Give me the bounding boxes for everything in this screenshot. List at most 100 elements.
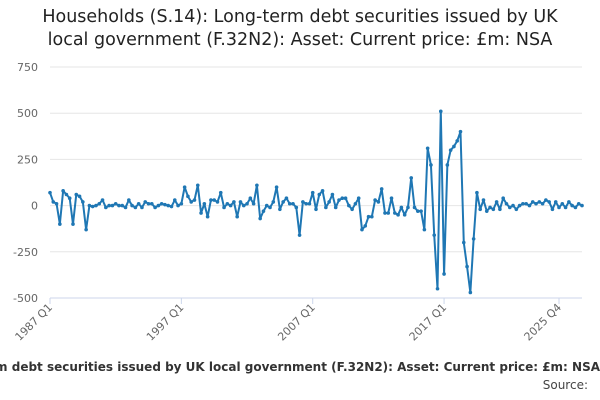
data-point[interactable] bbox=[553, 200, 558, 204]
data-point[interactable] bbox=[156, 203, 161, 208]
data-point[interactable] bbox=[192, 198, 197, 202]
data-point[interactable] bbox=[544, 198, 548, 202]
data-point[interactable] bbox=[573, 205, 578, 210]
data-point[interactable] bbox=[320, 189, 325, 193]
data-point[interactable] bbox=[402, 213, 407, 217]
data-point[interactable] bbox=[429, 163, 433, 167]
data-point[interactable] bbox=[376, 200, 381, 204]
data-point[interactable] bbox=[406, 205, 410, 210]
data-point[interactable] bbox=[113, 201, 118, 206]
data-point[interactable] bbox=[248, 196, 253, 201]
data-point[interactable] bbox=[261, 209, 266, 213]
data-point[interactable] bbox=[317, 192, 322, 197]
data-point[interactable] bbox=[215, 200, 220, 204]
data-point[interactable] bbox=[176, 203, 180, 208]
data-point[interactable] bbox=[324, 205, 328, 210]
data-point[interactable] bbox=[442, 272, 446, 276]
data-point[interactable] bbox=[416, 209, 420, 213]
data-point[interactable] bbox=[379, 187, 384, 191]
data-point[interactable] bbox=[304, 201, 308, 206]
data-point[interactable] bbox=[432, 233, 437, 237]
data-point[interactable] bbox=[264, 203, 269, 208]
data-point[interactable] bbox=[481, 198, 486, 202]
data-point[interactable] bbox=[179, 201, 184, 206]
data-point[interactable] bbox=[235, 214, 239, 219]
data-point[interactable] bbox=[333, 205, 338, 210]
data-point[interactable] bbox=[146, 201, 151, 206]
data-point[interactable] bbox=[422, 227, 427, 232]
data-point[interactable] bbox=[133, 205, 138, 210]
data-point[interactable] bbox=[163, 202, 167, 207]
data-point[interactable] bbox=[209, 198, 213, 202]
data-point[interactable] bbox=[484, 209, 489, 213]
data-point[interactable] bbox=[383, 211, 387, 215]
data-point[interactable] bbox=[419, 209, 423, 213]
data-point[interactable] bbox=[58, 222, 62, 226]
data-point[interactable] bbox=[557, 205, 561, 210]
data-point[interactable] bbox=[258, 216, 262, 221]
data-point[interactable] bbox=[294, 205, 299, 210]
data-point[interactable] bbox=[340, 196, 345, 201]
data-point[interactable] bbox=[232, 200, 236, 204]
data-point[interactable] bbox=[386, 211, 391, 215]
data-point[interactable] bbox=[478, 207, 482, 212]
data-point[interactable] bbox=[363, 224, 368, 228]
data-point[interactable] bbox=[563, 205, 568, 210]
data-point[interactable] bbox=[136, 201, 141, 206]
data-point[interactable] bbox=[521, 201, 525, 206]
data-point[interactable] bbox=[389, 196, 394, 201]
data-point[interactable] bbox=[425, 146, 430, 151]
data-point[interactable] bbox=[360, 227, 364, 232]
data-point[interactable] bbox=[540, 201, 545, 206]
data-point[interactable] bbox=[228, 203, 233, 208]
data-point[interactable] bbox=[455, 139, 460, 143]
data-point[interactable] bbox=[61, 189, 65, 193]
data-point[interactable] bbox=[438, 109, 443, 114]
data-point[interactable] bbox=[550, 207, 555, 212]
data-point[interactable] bbox=[199, 211, 203, 215]
data-point[interactable] bbox=[189, 200, 194, 204]
data-point[interactable] bbox=[465, 264, 469, 269]
data-point[interactable] bbox=[435, 286, 440, 291]
data-point[interactable] bbox=[507, 205, 512, 210]
data-point[interactable] bbox=[123, 205, 128, 210]
data-point[interactable] bbox=[67, 196, 72, 201]
data-point[interactable] bbox=[458, 129, 463, 134]
data-point[interactable] bbox=[534, 201, 538, 206]
data-point[interactable] bbox=[268, 205, 272, 210]
data-point[interactable] bbox=[504, 201, 509, 206]
data-point[interactable] bbox=[412, 205, 417, 210]
data-point[interactable] bbox=[64, 192, 69, 197]
data-point[interactable] bbox=[74, 192, 79, 197]
data-point[interactable] bbox=[107, 203, 111, 208]
data-point[interactable] bbox=[409, 176, 414, 180]
data-point[interactable] bbox=[517, 203, 522, 208]
data-point[interactable] bbox=[511, 203, 515, 208]
data-point[interactable] bbox=[350, 207, 354, 212]
data-point[interactable] bbox=[81, 200, 85, 204]
data-point[interactable] bbox=[159, 201, 164, 206]
data-point[interactable] bbox=[94, 203, 98, 208]
data-point[interactable] bbox=[396, 213, 400, 217]
data-point[interactable] bbox=[117, 203, 121, 208]
data-point[interactable] bbox=[547, 200, 551, 204]
data-point[interactable] bbox=[202, 201, 207, 206]
data-point[interactable] bbox=[212, 198, 216, 202]
data-point[interactable] bbox=[475, 190, 479, 195]
data-point[interactable] bbox=[567, 200, 571, 204]
data-point[interactable] bbox=[130, 203, 134, 208]
data-point[interactable] bbox=[327, 200, 331, 204]
data-point[interactable] bbox=[87, 203, 92, 208]
data-point[interactable] bbox=[347, 203, 351, 208]
data-point[interactable] bbox=[195, 183, 200, 188]
data-point[interactable] bbox=[291, 201, 295, 206]
data-point[interactable] bbox=[218, 190, 223, 195]
data-point[interactable] bbox=[186, 194, 190, 199]
data-point[interactable] bbox=[560, 201, 565, 206]
data-point[interactable] bbox=[530, 200, 535, 204]
data-point[interactable] bbox=[127, 198, 131, 202]
data-point[interactable] bbox=[255, 183, 259, 188]
data-point[interactable] bbox=[97, 201, 102, 206]
data-point[interactable] bbox=[307, 201, 312, 206]
data-point[interactable] bbox=[150, 201, 154, 206]
